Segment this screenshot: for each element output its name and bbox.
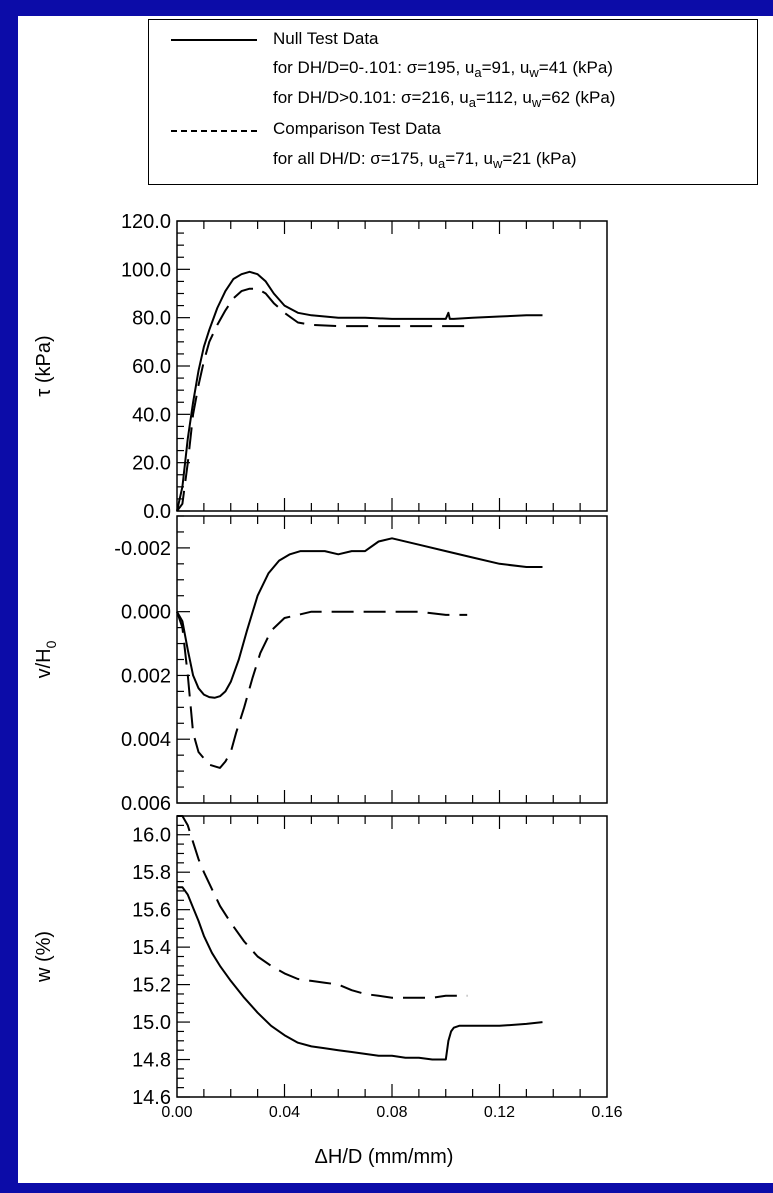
shear-plot-frame (176, 220, 608, 512)
shear-y-tick-label: 60.0 (132, 356, 171, 378)
frame-top-bar (0, 0, 773, 16)
water-content-x-tick-label: 0.12 (484, 1104, 515, 1121)
legend-null-line-swatch (171, 39, 257, 41)
panel-water-content: 14.6 14.8 15.0 15.2 15.4 15.6 15.8 16.0 w (%) 0.0… (33, 815, 623, 1168)
shear-y-tick-label: 20.0 (132, 453, 171, 475)
water-content-y-tick-label: 16.0 (132, 825, 171, 847)
vertical-strain-y-tick-label: 0.004 (121, 729, 171, 751)
shear-comparison-series-line (176, 287, 468, 512)
water-content-y-tick-label: 15.8 (132, 862, 171, 884)
legend-comparison-label: Comparison Test Data (273, 119, 441, 138)
water-content-y-tick-label: 15.2 (132, 975, 171, 997)
water-content-y-tick-label: 15.0 (132, 1012, 171, 1034)
vertical-strain-y-tick-label: -0.002 (114, 538, 171, 560)
vertical-strain-y-tick-label: 0.006 (121, 793, 171, 815)
x-axis-label: ΔH/D (mm/mm) (315, 1146, 454, 1168)
water-content-y-tick-label: 14.8 (132, 1050, 171, 1072)
water-content-x-tick-label: 0.00 (161, 1104, 192, 1121)
legend-null-line2: for DH/D>0.101: σ=216, ua=112, uw=62 (kP… (273, 88, 616, 110)
legend-null-line1: for DH/D=0-.101: σ=195, ua=91, uw=41 (kP… (273, 58, 613, 80)
water-content-y-tick-label: 14.6 (132, 1087, 171, 1109)
water-content-y-tick-label: 15.6 (132, 900, 171, 922)
vertical-strain-plot-frame (176, 515, 608, 804)
panel-shear: 0.0 20.0 40.0 60.0 80.0 100.0 120.0 τ (kPa) (33, 211, 608, 523)
legend: Null Test Data for DH/D=0-.101: σ=195, u… (148, 19, 758, 185)
water-content-y-tick-label: 15.4 (132, 937, 171, 959)
legend-null-label: Null Test Data (273, 29, 379, 48)
shear-y-tick-label: 100.0 (121, 259, 171, 281)
vertical-strain-y-axis-label: v/H0 (33, 640, 59, 678)
vertical-strain-comparison-series-line (176, 610, 468, 769)
water-content-x-tick-label: 0.08 (376, 1104, 407, 1121)
legend-comparison-line: for all DH/D: σ=175, ua=71, uw=21 (kPa) (273, 149, 577, 171)
panel-vertical-strain: -0.002 0.000 0.002 0.004 0.006 v/H0 (33, 515, 608, 815)
shear-y-tick-label: 80.0 (132, 308, 171, 330)
legend-comparison-line-swatch (171, 130, 257, 132)
shear-y-axis-label: τ (kPa) (33, 335, 55, 396)
frame-left-bar (0, 0, 18, 1193)
shear-y-tick-label: 0.0 (143, 501, 171, 523)
frame-bottom-bar (0, 1183, 773, 1193)
water-content-x-tick-label: 0.04 (269, 1104, 300, 1121)
shear-y-tick-label: 120.0 (121, 211, 171, 233)
water-content-y-axis-label: w (%) (33, 931, 55, 983)
water-content-comparison-series-line (177, 815, 468, 999)
vertical-strain-null-series-line (176, 537, 543, 699)
vertical-strain-y-tick-label: 0.000 (121, 602, 171, 624)
shear-y-tick-label: 40.0 (132, 404, 171, 426)
water-content-x-tick-label: 0.16 (591, 1104, 622, 1121)
vertical-strain-y-tick-label: 0.002 (121, 665, 171, 687)
shear-null-series-line (176, 270, 543, 512)
water-content-null-series-line (177, 886, 543, 1061)
